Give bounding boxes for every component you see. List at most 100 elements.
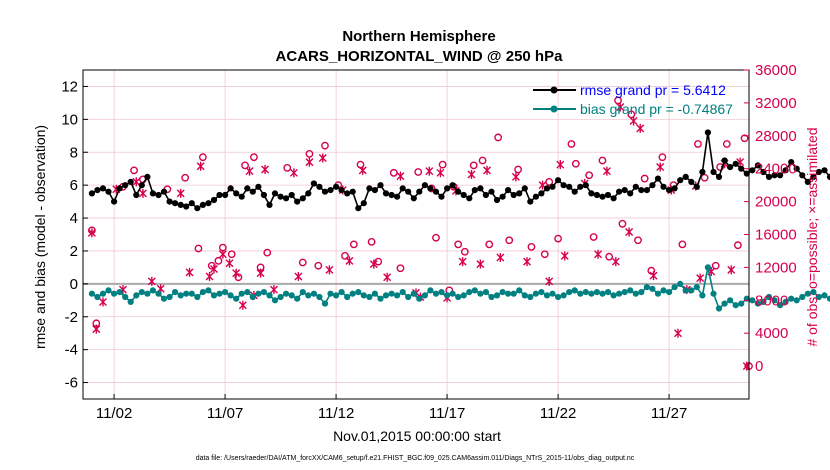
bias-point (166, 293, 173, 301)
obs-assimilated-marker (269, 285, 278, 295)
bias-point (305, 292, 312, 299)
obs-assimilated-marker (545, 276, 554, 286)
rmse-point (732, 160, 739, 167)
rmse-point (255, 183, 262, 190)
rmse-point (765, 173, 773, 180)
obs-possible-marker (485, 240, 494, 249)
bias-point (177, 292, 184, 299)
obs-possible-marker (181, 173, 190, 182)
y-axis-right-label: # of obs: o=possible; ×=assimilated (804, 127, 820, 346)
bias-point (699, 292, 706, 299)
y-right-tick-label: 0 (755, 358, 763, 375)
rmse-point (810, 173, 817, 180)
bias-point (815, 293, 823, 301)
bias-point (449, 290, 456, 297)
obs-assimilated-marker (147, 276, 156, 286)
bias-point (749, 297, 756, 304)
obs-possible-marker (585, 171, 594, 180)
rmse-point (116, 185, 123, 192)
bias-point (321, 300, 329, 307)
rmse-point (549, 183, 556, 190)
obs-assimilated-marker (396, 171, 405, 181)
obs-assimilated-marker (436, 168, 445, 178)
bias-point (255, 290, 262, 297)
obs-possible-marker (349, 240, 358, 249)
bias-point (122, 293, 129, 301)
series-lines (88, 129, 830, 312)
rmse-point (677, 177, 684, 184)
bias-point (555, 293, 562, 301)
rmse-point (277, 193, 284, 200)
rmse-point (133, 191, 140, 199)
rmse-point (271, 190, 279, 197)
bias-point (660, 287, 667, 294)
y-tick-label: -6 (65, 375, 78, 392)
rmse-point (88, 190, 95, 197)
rmse-point (111, 198, 118, 205)
obs-assimilated-marker (629, 116, 638, 126)
obs-count-markers (87, 96, 753, 371)
bias-point (826, 295, 830, 302)
obs-possible-marker (505, 236, 514, 245)
bias-point (249, 293, 256, 301)
obs-possible-marker (396, 264, 405, 273)
bias-point (133, 292, 140, 299)
bias-point (355, 289, 362, 296)
rmse-point (105, 188, 112, 195)
bias-point (588, 290, 595, 297)
bias-point (111, 290, 118, 297)
rmse-point (288, 191, 295, 199)
obs-assimilated-marker (132, 177, 141, 187)
rmse-point (438, 193, 445, 200)
obs-possible-marker (341, 251, 349, 260)
obs-assimilated-marker (625, 227, 634, 237)
y-right-tick-label: 16000 (755, 227, 797, 244)
rmse-point (632, 183, 639, 190)
rmse-point (727, 164, 734, 171)
obs-possible-marker (554, 234, 562, 243)
rmse-point (743, 170, 750, 177)
obs-assimilated-marker (467, 169, 476, 179)
bias-point (799, 293, 806, 301)
bias-point (538, 289, 545, 296)
bias-point (477, 290, 484, 297)
obs-assimilated-marker (294, 271, 303, 281)
obs-assimilated-marker (92, 324, 101, 334)
obs-assimilated-marker (636, 123, 645, 133)
rmse-point (216, 191, 223, 199)
y-right-tick-label: 28000 (755, 128, 797, 145)
bias-point (754, 300, 762, 307)
rmse-point (205, 200, 212, 207)
rmse-point (416, 188, 423, 195)
obs-possible-marker (130, 166, 138, 175)
rmse-point (338, 187, 345, 194)
rmse-point (710, 168, 717, 176)
rmse-point (804, 178, 811, 185)
rmse-point (777, 172, 784, 179)
rmse-point (505, 187, 512, 194)
bias-point (138, 289, 145, 296)
bias-point (654, 290, 662, 297)
bias-point (610, 292, 617, 299)
rmse-point (477, 185, 484, 192)
axes: 11/02 11/07 11/12 11/17 11/22 11/27 12 10 8 6 4 2 0 -… (61, 62, 796, 422)
y-tick-label: 10 (61, 111, 78, 128)
bias-point (627, 287, 634, 294)
y-tick-label: 8 (70, 144, 78, 161)
bias-point (244, 289, 251, 296)
rmse-point (532, 193, 540, 200)
bias-point (571, 287, 578, 294)
y-tick-label: 12 (61, 78, 78, 95)
obs-possible-marker (640, 174, 649, 183)
y-tick-label: 6 (70, 177, 78, 194)
rmse-point (155, 191, 162, 199)
obs-assimilated-marker (369, 259, 378, 269)
obs-possible-marker (194, 244, 203, 253)
grid (83, 70, 749, 399)
bias-line (91, 267, 830, 310)
y-right-tick-label: 32000 (755, 95, 797, 112)
bias-point (810, 289, 817, 296)
rmse-point (421, 182, 428, 189)
bias-point (99, 290, 107, 297)
